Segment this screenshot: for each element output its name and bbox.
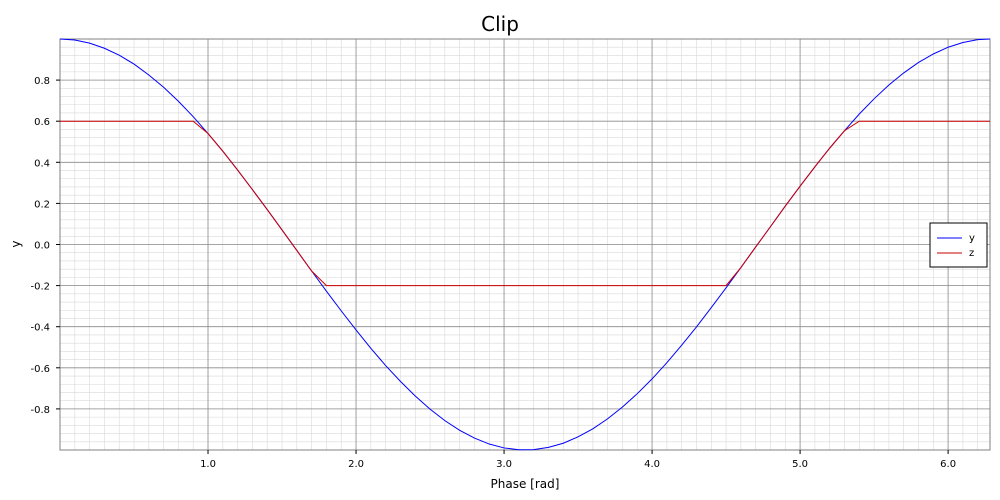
x-tick-label: 4.0 [644,459,660,470]
series-layer [59,38,991,451]
chart-title: Clip [481,12,519,36]
legend-label-y: y [969,233,975,244]
x-tick-label: 3.0 [496,459,512,470]
y-tick-label: -0.6 [30,364,50,375]
y-tick-label: -0.8 [30,405,50,416]
legend-label-z: z [969,248,974,259]
legend: yz [929,222,988,268]
y-axis-title: y [9,240,23,247]
y-tick-label: 0.4 [34,158,50,169]
y-tick-label: 0.6 [34,117,50,128]
x-axis-title: Phase [rad] [491,477,560,491]
series-line-z [60,120,990,287]
y-tick-label: -0.4 [30,323,50,334]
x-tick-label: 6.0 [940,459,956,470]
x-tick-label: 1.0 [200,459,216,470]
x-tick-label: 2.0 [348,459,364,470]
y-tick-label: 0.0 [34,241,50,252]
y-axis-ticks: 0.8 0.6 0.4 0.2 0.0 -0.2 -0.4 -0.6 -0.8 [30,76,60,416]
x-axis-ticks: 1.0 2.0 3.0 4.0 5.0 6.0 [200,450,956,470]
y-tick-label: -0.2 [30,282,50,293]
y-tick-label: 0.8 [34,76,50,87]
major-grid [60,39,990,450]
y-tick-label: 0.2 [34,199,50,210]
x-tick-label: 5.0 [792,459,808,470]
legend-box [929,222,988,268]
